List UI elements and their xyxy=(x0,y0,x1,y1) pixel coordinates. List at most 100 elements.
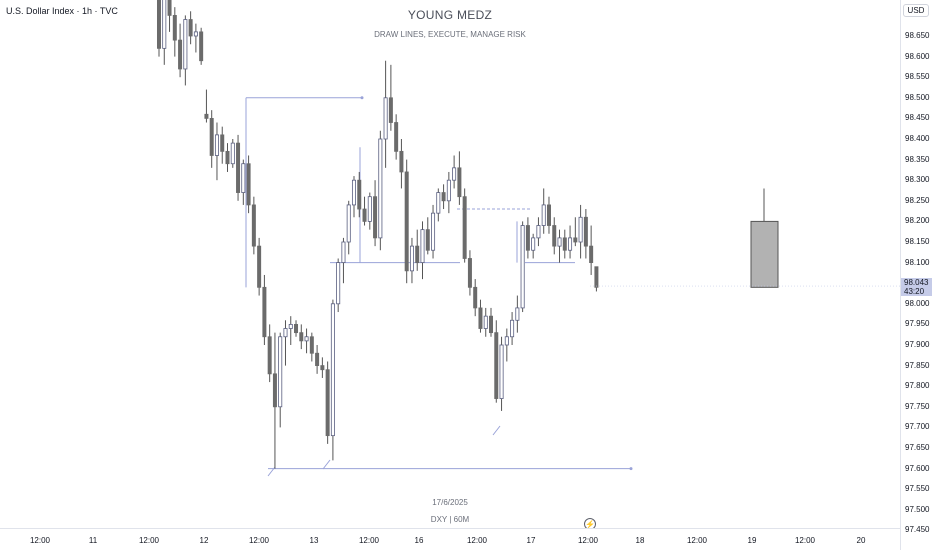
symbol-title[interactable]: U.S. Dollar Index · 1h · TVC xyxy=(6,6,118,16)
candle-body xyxy=(499,344,504,399)
candle-body xyxy=(399,150,404,173)
candle-body xyxy=(462,196,467,259)
currency-label[interactable]: USD xyxy=(900,4,932,17)
candle-body xyxy=(578,216,583,243)
price-tick-label: 98.100 xyxy=(905,257,930,267)
price-axis[interactable]: 98.650 98.600 98.550 98.500 98.450 98.400 98.3… xyxy=(900,0,932,550)
price-tick-label: 97.900 xyxy=(905,340,930,349)
diagonal-marker xyxy=(322,459,331,470)
candle-body xyxy=(378,138,383,239)
candle-body xyxy=(267,336,272,375)
candlestick-plot[interactable] xyxy=(0,0,900,528)
candle-body xyxy=(394,122,399,152)
time-tick-label: 12 xyxy=(199,536,209,545)
candle-body xyxy=(483,315,488,329)
level-anchor xyxy=(629,467,633,471)
candle-body xyxy=(478,307,483,329)
candle-body xyxy=(489,315,494,334)
price-tick-label: 98.300 xyxy=(905,175,930,185)
candle-body xyxy=(272,373,277,408)
price-tick-label: 97.600 xyxy=(905,463,930,473)
candle-body xyxy=(220,134,225,152)
level-anchor xyxy=(360,96,364,100)
price-tick-label: 97.450 xyxy=(905,525,930,535)
candle-body xyxy=(541,204,546,226)
candle-body xyxy=(304,336,309,342)
candle-body xyxy=(446,179,451,202)
candle-body xyxy=(531,237,536,251)
candle-body xyxy=(278,336,283,408)
candle-body xyxy=(457,167,462,198)
time-axis[interactable]: 12:00 11 12:00 12 12:00 13 12:00 16 12:00 17 12:00… xyxy=(0,528,900,551)
last-price-label: 98.043 43:20 xyxy=(901,278,932,296)
candle-body xyxy=(309,336,314,354)
candle-body xyxy=(288,323,293,329)
candle-body xyxy=(246,163,251,206)
candle-body xyxy=(257,245,262,288)
price-tick-label: 98.650 xyxy=(905,31,930,40)
watermark-date: 17/6/2025 xyxy=(432,498,468,507)
candle-body xyxy=(473,286,478,309)
candle-body xyxy=(283,328,288,338)
candle-body xyxy=(494,332,499,399)
price-tick-label: 98.200 xyxy=(905,216,930,226)
candle-body xyxy=(341,241,346,264)
candle-body xyxy=(262,286,267,338)
time-tick-label: 12:00 xyxy=(686,536,708,545)
price-tick-label: 97.550 xyxy=(905,484,930,494)
candle-body xyxy=(431,212,436,251)
time-tick-label: 12:00 xyxy=(794,536,816,545)
candle-body xyxy=(589,245,594,263)
price-tick-label: 97.750 xyxy=(905,401,930,411)
candle-body xyxy=(568,237,573,251)
watermark-subtitle: DRAW LINES, EXECUTE, MANAGE RISK xyxy=(374,30,526,39)
time-tick-label: 16 xyxy=(414,536,424,545)
candle-body xyxy=(383,97,388,140)
candle-body xyxy=(467,258,472,288)
candle-body xyxy=(520,225,525,309)
time-tick-label: 11 xyxy=(88,536,98,545)
candle-body xyxy=(346,204,351,243)
price-tick-label: 98.350 xyxy=(905,154,930,164)
watermark-ticker: DXY | 60M xyxy=(430,515,470,524)
time-tick-label: 20 xyxy=(856,536,866,545)
candle-body xyxy=(315,352,320,366)
candle-body xyxy=(299,332,304,342)
candle-body xyxy=(425,229,430,251)
watermark-title: YOUNG MEDZ xyxy=(407,8,493,22)
candle-body xyxy=(504,336,509,346)
candle-body xyxy=(515,307,520,321)
candle-body xyxy=(362,208,367,222)
candle-body xyxy=(562,237,567,251)
candle-body xyxy=(420,229,425,263)
candle-body xyxy=(236,142,241,193)
candle-body xyxy=(510,319,515,338)
price-tick-label: 97.850 xyxy=(905,360,930,370)
candle-body xyxy=(193,31,198,37)
candle-body xyxy=(367,196,372,222)
chart-area[interactable]: U.S. Dollar Index · 1h · TVC YOUNG MEDZ … xyxy=(0,0,900,530)
candle-body xyxy=(351,179,356,206)
price-tick-label: 98.450 xyxy=(905,113,930,123)
candle-body xyxy=(199,31,204,62)
candle-body xyxy=(162,0,167,49)
candle-body xyxy=(573,237,578,243)
time-tick-label: 12:00 xyxy=(248,536,270,545)
time-tick-label: 13 xyxy=(309,536,319,545)
candle-body xyxy=(225,150,230,165)
price-tick-label: 98.150 xyxy=(905,237,930,246)
time-tick-label: 12:00 xyxy=(358,536,380,545)
price-tick-label: 98.250 xyxy=(905,195,930,205)
candle-body xyxy=(415,245,420,263)
candle-body xyxy=(336,262,341,305)
candle-body xyxy=(209,118,214,156)
candle-body xyxy=(404,171,409,272)
price-tick-label: 97.800 xyxy=(905,381,930,391)
price-tick-label: 97.700 xyxy=(905,422,930,432)
last-price-countdown: 43:20 xyxy=(904,287,925,296)
candle-body xyxy=(441,192,446,202)
candle-body xyxy=(178,39,183,70)
candle-body xyxy=(525,225,530,251)
candle-body xyxy=(583,216,588,247)
projection-candle xyxy=(750,220,779,288)
